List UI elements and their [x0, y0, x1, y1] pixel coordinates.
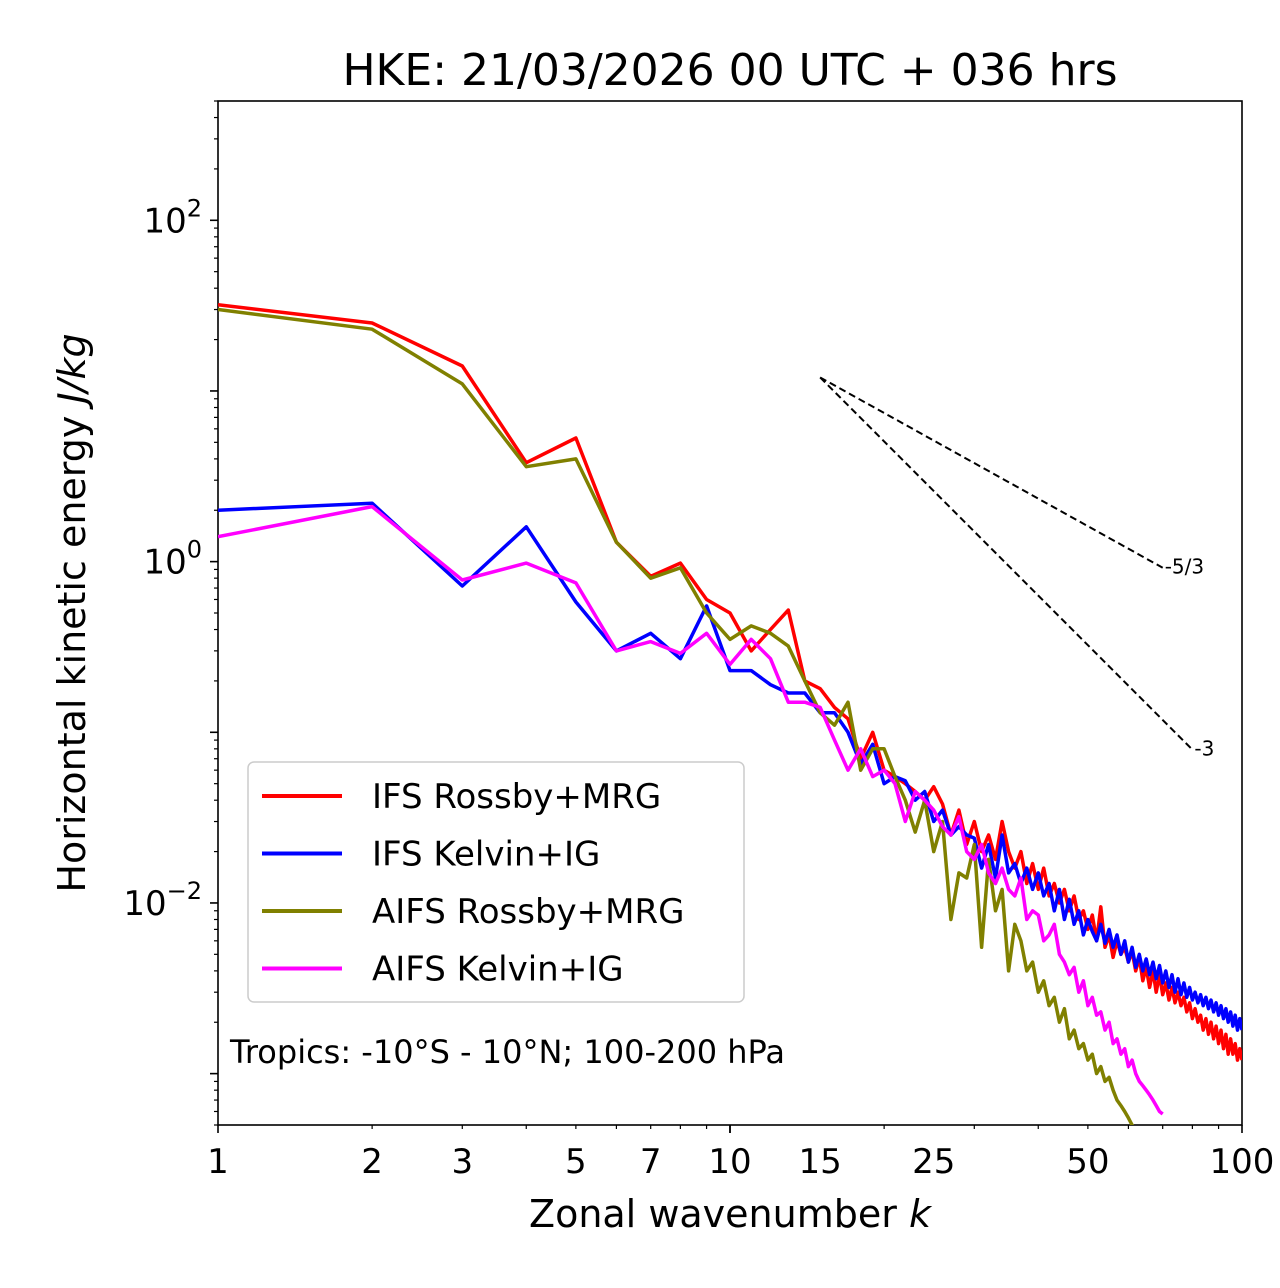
x-tick-label: 15	[799, 1142, 842, 1182]
legend: IFS Rossby+MRG IFS Kelvin+IG AIFS Rossby+M…	[247, 761, 745, 1003]
legend-label: IFS Kelvin+IG	[372, 835, 600, 875]
region-annotation: Tropics: -10°S - 10°N; 100-200 hPa	[229, 1033, 785, 1071]
x-tick-label: 2	[361, 1142, 383, 1182]
series-line-aifs-kelvin-ig	[218, 504, 1164, 1116]
x-tick-label: 5	[565, 1142, 587, 1182]
y-tick-label: 100	[143, 536, 202, 583]
reference-slope-lines: -5/3 -3	[819, 376, 1214, 761]
x-tick-label: 7	[640, 1142, 662, 1182]
series-line-ifs-kelvin-ig	[218, 501, 1242, 1032]
series-line-aifs-rossby-mrg	[218, 307, 1135, 1125]
slope-line	[819, 376, 1194, 751]
x-tick-label: 100	[1210, 1142, 1275, 1182]
x-tick-label: 10	[708, 1142, 751, 1182]
y-axis-ticks: 10−2 100 102	[123, 100, 218, 1126]
legend-label: AIFS Kelvin+IG	[372, 950, 624, 990]
x-tick-label: 50	[1066, 1142, 1109, 1182]
x-tick-label: 25	[912, 1142, 955, 1182]
y-tick-label: 102	[143, 194, 202, 241]
y-tick-label: 10−2	[123, 877, 202, 924]
slope-label: -3	[1194, 737, 1214, 761]
slope-label: -5/3	[1165, 555, 1204, 579]
x-axis-label: Zonal wavenumber k	[529, 1192, 933, 1236]
x-tick-label: 3	[451, 1142, 473, 1182]
legend-label: AIFS Rossby+MRG	[372, 892, 684, 932]
y-axis-label: Horizontal kinetic energy J/kg	[50, 333, 94, 892]
chart-title: HKE: 21/03/2026 00 UTC + 036 hrs	[342, 45, 1117, 96]
x-tick-label: 1	[207, 1142, 229, 1182]
x-axis-ticks: 1 2 3 5 7 10 15 25 50 100	[207, 1125, 1274, 1182]
legend-label: IFS Rossby+MRG	[372, 777, 661, 817]
slope-line	[819, 376, 1164, 569]
legend-box	[247, 761, 745, 1003]
series-lines	[218, 302, 1242, 1125]
